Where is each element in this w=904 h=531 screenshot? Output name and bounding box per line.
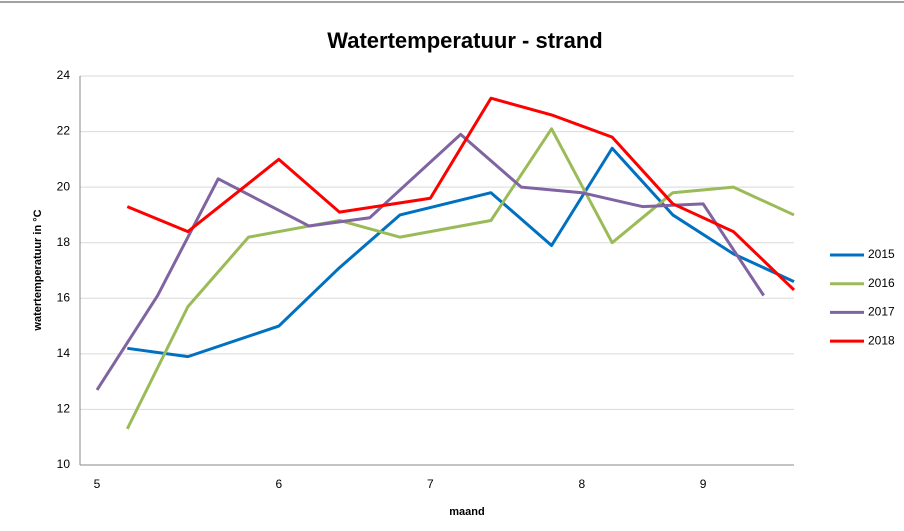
legend-label: 2015	[868, 247, 895, 261]
series-line	[125, 127, 795, 430]
x-tick-label: 8	[579, 477, 586, 491]
x-tick-label: 5	[94, 477, 101, 491]
y-tick-label: 24	[57, 68, 71, 82]
x-tick-label: 7	[427, 477, 434, 491]
y-tick-label: 22	[57, 124, 71, 138]
series-line	[127, 146, 795, 359]
series-line	[95, 132, 765, 391]
y-tick-label: 18	[57, 235, 71, 249]
y-tick-label: 10	[57, 457, 71, 471]
chart-title: Watertemperatuur - strand	[327, 28, 602, 53]
x-tick-label: 6	[275, 477, 282, 491]
y-axis-label: watertemperatuur in °C	[32, 209, 44, 331]
x-tick-label: 9	[700, 477, 707, 491]
y-tick-label: 16	[57, 290, 71, 304]
legend-label: 2018	[868, 333, 895, 347]
x-axis-label: maand	[449, 506, 484, 518]
y-tick-label: 20	[57, 179, 71, 193]
series-line	[126, 96, 796, 292]
legend-label: 2016	[868, 276, 895, 290]
legend-label: 2017	[868, 305, 895, 319]
y-tick-label: 12	[57, 402, 71, 416]
y-tick-label: 14	[57, 346, 71, 360]
